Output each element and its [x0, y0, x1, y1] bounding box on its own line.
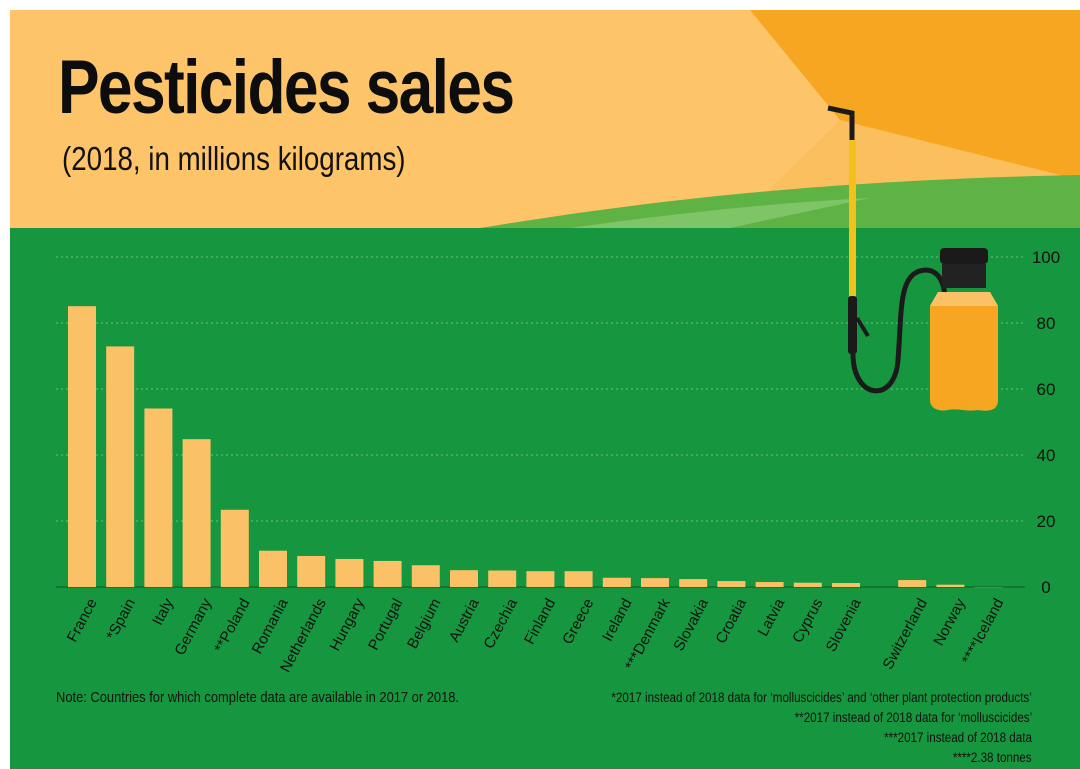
x-tick-label: **Poland: [211, 596, 253, 656]
bar-ireland: [602, 577, 631, 587]
header-light-wedge: [10, 10, 840, 228]
x-tick-label: Portugal: [365, 596, 406, 653]
bar-germany: [182, 439, 211, 587]
bar-poland: [220, 509, 249, 587]
header-band: [10, 10, 1080, 228]
bar-spain: [106, 346, 135, 587]
x-tick-label: Cyprus: [789, 596, 826, 646]
footnote-3: ***2017 instead of 2018 data: [884, 730, 1032, 745]
y-tick-label: 40: [1037, 446, 1056, 465]
x-tick-label: Croatia: [712, 595, 750, 646]
bar-austria: [450, 570, 478, 587]
x-tick-label: Slovakia: [670, 595, 712, 654]
header-hill-highlight: [570, 198, 870, 228]
x-tick-label: Belgium: [404, 596, 444, 652]
bar-romania: [259, 550, 287, 587]
footnote-4: ****2.38 tonnes: [953, 750, 1032, 765]
bar-netherlands: [297, 555, 326, 587]
x-tick-label: Ireland: [599, 596, 636, 644]
footnote-1: *2017 instead of 2018 data for ‘mollusci…: [611, 690, 1032, 705]
chart-title: Pesticides sales: [58, 45, 515, 130]
bar-norway: [936, 584, 965, 587]
y-tick-label: 0: [1041, 578, 1050, 597]
x-tick-label: Latvia: [755, 595, 789, 639]
x-tick-label: Hungary: [326, 595, 368, 653]
bar-slovenia: [832, 583, 860, 587]
sprayer-nozzle: [827, 105, 855, 302]
bar-portugal: [373, 560, 402, 587]
sprayer-grip: [848, 296, 857, 354]
x-tick-label: France: [64, 596, 101, 645]
x-tick-label: Romania: [249, 595, 293, 657]
sprayer-handle: [940, 248, 988, 264]
sprayer-tank: [930, 292, 998, 411]
bar-hungary: [335, 558, 364, 587]
sprayer-wand: [849, 140, 856, 340]
x-tick-label: Germany: [171, 595, 215, 658]
header-sun-wedge: [750, 10, 1080, 180]
header-hill: [480, 175, 1080, 228]
bar-czechia: [488, 570, 517, 587]
bar-denmark: [641, 578, 669, 587]
x-tick-label: Switzerland: [880, 596, 931, 672]
y-tick-label: 20: [1037, 512, 1056, 531]
x-tick-label: Italy: [149, 595, 177, 628]
sprayer-illustration: [827, 105, 998, 411]
sprayer-cap: [942, 264, 986, 288]
bar-belgium: [411, 565, 440, 587]
x-tick-label: Finland: [521, 596, 559, 647]
x-tick-label: Norway: [930, 595, 969, 648]
sprayer-tank-top: [930, 292, 998, 306]
x-tick-label: Greece: [559, 596, 597, 647]
bar-france: [68, 306, 96, 587]
x-tick-label: Czechia: [480, 595, 521, 651]
bar-slovakia: [679, 579, 708, 587]
bars: [68, 306, 1003, 588]
bar-italy: [144, 408, 173, 587]
x-tick-label: *Spain: [103, 596, 139, 643]
header-background: [10, 10, 1080, 228]
chart-subtitle: (2018, in millions kilograms): [62, 140, 406, 177]
bar-finland: [526, 571, 555, 587]
sprayer-hose: [850, 267, 948, 394]
footnote-2: **2017 instead of 2018 data for ‘mollusc…: [794, 710, 1032, 725]
sprayer-trigger: [855, 316, 870, 338]
bar-latvia: [755, 582, 784, 587]
bar-switzerland: [898, 580, 927, 587]
note-text: Note: Countries for which complete data …: [56, 689, 460, 706]
x-tick-label: Austria: [446, 595, 483, 645]
bar-croatia: [717, 581, 746, 587]
bar-cyprus: [793, 582, 822, 587]
y-axis-ticks: 0 20 40 60 80 100: [1032, 248, 1060, 597]
bar-greece: [564, 571, 593, 587]
x-tick-label: Slovenia: [823, 595, 865, 654]
y-tick-label: 60: [1037, 380, 1056, 399]
y-tick-label: 100: [1032, 248, 1060, 267]
y-tick-label: 80: [1037, 314, 1056, 333]
